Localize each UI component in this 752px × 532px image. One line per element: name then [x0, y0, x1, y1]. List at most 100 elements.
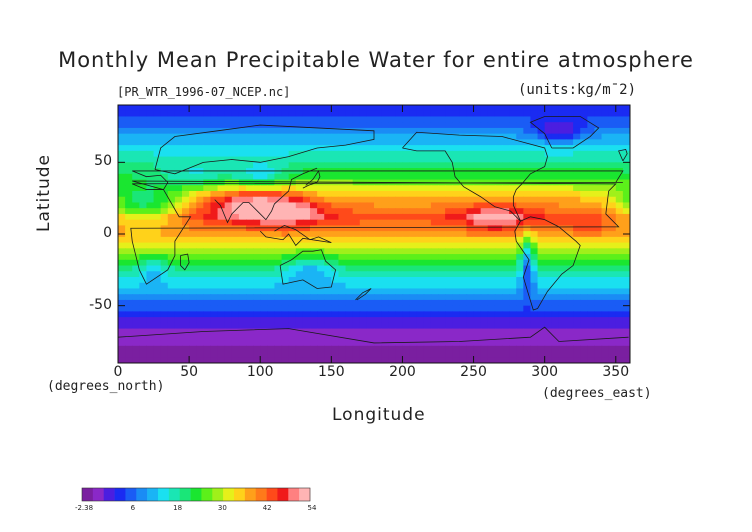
field-cell — [395, 145, 404, 152]
field-cell — [132, 196, 140, 204]
field-cell — [238, 259, 247, 267]
field-cell — [480, 294, 489, 301]
field-cell — [302, 294, 311, 301]
field-cell — [601, 196, 610, 204]
field-cell — [146, 340, 155, 347]
field-cell — [295, 254, 304, 261]
field-cell — [544, 110, 553, 118]
coastline-segment — [214, 167, 318, 224]
field-cell — [438, 191, 446, 198]
field-cell — [374, 156, 382, 163]
field-cell — [253, 242, 261, 249]
field-cell — [196, 340, 204, 347]
field-cell — [246, 259, 254, 267]
field-cell — [480, 254, 489, 261]
field-cell — [281, 311, 290, 318]
field-cell — [324, 139, 332, 146]
field-cell — [253, 311, 261, 318]
field-cell — [366, 317, 375, 324]
field-cell — [366, 305, 375, 312]
field-cell — [274, 185, 283, 192]
field-cell — [537, 105, 546, 112]
field-cell — [317, 139, 325, 146]
field-cell — [566, 225, 574, 232]
field-cell — [544, 357, 553, 363]
field-cell — [189, 110, 197, 118]
field-cell — [523, 351, 532, 358]
field-cell — [338, 351, 347, 358]
field-cell — [558, 288, 567, 295]
field-cell — [182, 305, 190, 312]
field-cell — [246, 334, 254, 341]
field-cell — [466, 282, 475, 290]
field-cell — [466, 196, 475, 204]
field-cell — [331, 248, 340, 255]
field-cell — [381, 345, 389, 353]
field-cell — [174, 334, 183, 341]
field-cell — [295, 139, 304, 146]
field-cell — [530, 259, 539, 267]
field-cell — [302, 265, 311, 272]
field-cell — [430, 202, 439, 209]
field-cell — [210, 277, 219, 284]
field-cell — [430, 345, 439, 353]
field-cell — [502, 110, 510, 118]
field-cell — [523, 219, 532, 226]
field-cell — [445, 277, 453, 284]
field-cell — [317, 156, 325, 163]
field-cell — [608, 185, 617, 192]
field-cell — [139, 259, 148, 267]
field-cell — [231, 282, 240, 290]
file-name-label: [PR_WTR_1996-07_NCEP.nc] — [117, 85, 291, 99]
field-cell — [146, 162, 155, 169]
field-cell — [338, 185, 347, 192]
field-cell — [594, 173, 603, 181]
field-cell — [210, 122, 219, 129]
field-cell — [189, 116, 197, 123]
field-cell — [381, 288, 389, 295]
field-cell — [402, 328, 411, 335]
field-cell — [224, 282, 233, 290]
field-cell — [402, 196, 411, 204]
field-cell — [310, 219, 318, 226]
field-cell — [551, 196, 560, 204]
field-cell — [388, 265, 396, 272]
y-tick-label: 50 — [94, 153, 112, 170]
field-cell — [295, 127, 304, 135]
field-cell — [494, 345, 503, 353]
field-cell — [516, 105, 524, 112]
field-cell — [395, 219, 404, 226]
field-cell — [310, 179, 318, 186]
field-cell — [317, 219, 325, 226]
field-cell — [388, 105, 396, 112]
field-cell — [182, 122, 190, 129]
field-cell — [573, 334, 581, 341]
field-cell — [494, 236, 503, 244]
field-cell — [366, 156, 375, 163]
colorbar-label: 42 — [262, 504, 272, 512]
field-cell — [253, 305, 261, 312]
field-cell — [125, 185, 133, 192]
field-cell — [615, 145, 624, 152]
field-cell — [551, 225, 560, 232]
field-cell — [310, 213, 318, 221]
field-cell — [160, 294, 169, 301]
field-cell — [558, 248, 567, 255]
field-cell — [416, 236, 425, 244]
field-cell — [494, 357, 503, 363]
field-cell — [352, 208, 361, 215]
field-cell — [594, 340, 603, 347]
field-cell — [608, 282, 617, 290]
chart-title: Monthly Mean Precipitable Water for enti… — [58, 48, 694, 72]
field-cell — [523, 185, 532, 192]
field-cell — [430, 299, 439, 307]
field-cell — [544, 345, 553, 353]
field-cell — [366, 145, 375, 152]
field-cell — [160, 133, 169, 140]
colorbar-swatch — [234, 488, 246, 501]
field-cell — [544, 305, 553, 312]
x-tick-label: 350 — [602, 364, 630, 380]
field-cell — [551, 254, 560, 261]
field-cell — [281, 145, 290, 152]
field-cell — [423, 345, 432, 353]
